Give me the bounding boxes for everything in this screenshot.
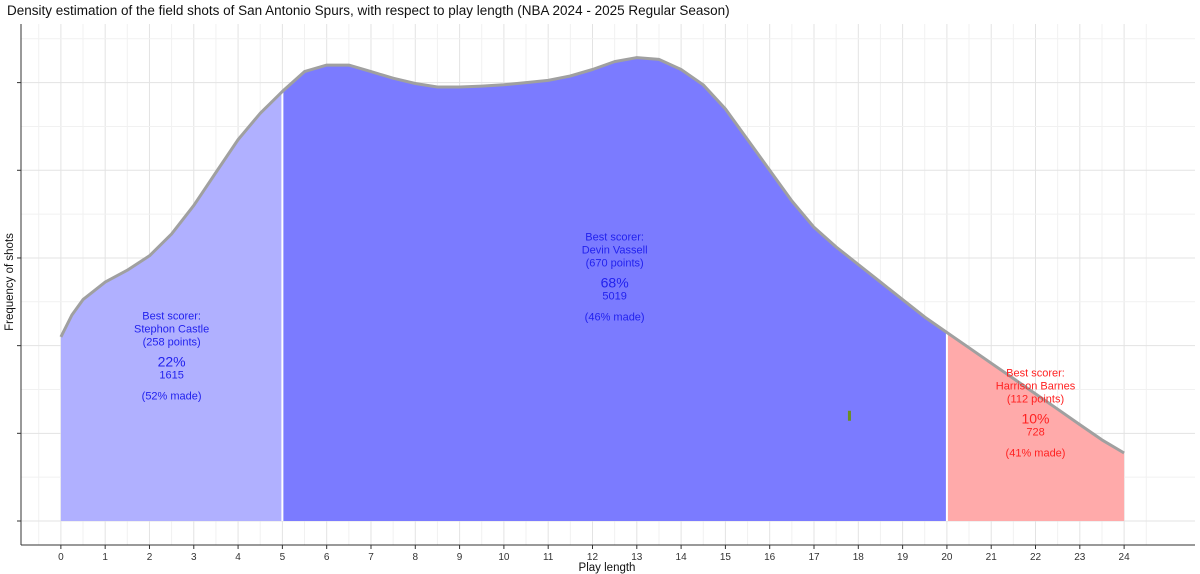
region-label-title: Best scorer: <box>585 231 644 243</box>
x-tick-label: 13 <box>631 552 643 563</box>
x-tick-label: 22 <box>1030 552 1042 563</box>
x-tick-label: 9 <box>457 552 463 563</box>
region-label-percent: 22% <box>158 353 186 369</box>
x-tick-label: 1 <box>102 552 108 563</box>
density-region-3 <box>946 332 1125 521</box>
region-label-player: Harrison Barnes <box>996 380 1076 392</box>
x-tick-label: 8 <box>413 552 419 563</box>
region-label-percent: 10% <box>1021 410 1049 426</box>
area-layer <box>59 56 1125 522</box>
x-tick-label: 6 <box>324 552 330 563</box>
y-axis-title: Frequency of shots <box>4 233 16 331</box>
x-tick-label: 19 <box>897 552 909 563</box>
x-tick-label: 12 <box>587 552 599 563</box>
x-tick-label: 5 <box>280 552 286 563</box>
x-tick-label: 7 <box>368 552 374 563</box>
region-label-title: Best scorer: <box>1006 367 1065 379</box>
x-tick-label: 20 <box>941 552 953 563</box>
x-tick-label: 18 <box>853 552 865 563</box>
region-label-player: Stephon Castle <box>134 323 209 335</box>
region-label-count: 5019 <box>602 290 626 302</box>
density-region-2 <box>282 57 947 521</box>
x-tick-label: 15 <box>720 552 732 563</box>
tick-layer: 0 1 2 3 4 5 6 7 8 9 10 11 12 13 14 15 16 17 18 19 20 21 22 23 24 <box>17 82 1131 563</box>
region-label-count: 1615 <box>159 369 183 381</box>
x-tick-label: 21 <box>986 552 998 563</box>
label-layer: Best scorer:Stephon Castle(258 points)22… <box>134 231 1076 459</box>
region-label-points: (670 points) <box>586 257 644 269</box>
axis-layer <box>20 24 1195 546</box>
x-tick-label: 3 <box>191 552 197 563</box>
region-label-title: Best scorer: <box>142 310 201 322</box>
x-tick-label: 2 <box>147 552 153 563</box>
x-tick-label: 17 <box>808 552 820 563</box>
region-label-made: (52% made) <box>142 390 202 402</box>
x-axis-title: Play length <box>579 562 636 574</box>
data-marker <box>847 410 851 421</box>
x-tick-label: 10 <box>498 552 510 563</box>
region-label-made: (46% made) <box>585 311 645 323</box>
region-label-made: (41% made) <box>1006 447 1066 459</box>
chart-title: Density estimation of the field shots of… <box>7 3 730 18</box>
x-tick-label: 16 <box>764 552 776 563</box>
x-tick-label: 11 <box>543 552 554 563</box>
region-label-count: 728 <box>1026 426 1044 438</box>
density-outline-curve <box>59 56 1125 455</box>
x-tick-label: 23 <box>1074 552 1086 563</box>
x-tick-label: 0 <box>58 552 64 563</box>
x-tick-label: 4 <box>235 552 241 563</box>
region-label-percent: 68% <box>601 274 629 290</box>
x-tick-label: 24 <box>1119 552 1131 563</box>
x-tick-label: 14 <box>676 552 688 563</box>
density-region-1 <box>60 91 283 522</box>
region-label-points: (112 points) <box>1007 393 1064 405</box>
region-label-points: (258 points) <box>143 336 201 348</box>
region-label-player: Devin Vassell <box>582 244 648 256</box>
